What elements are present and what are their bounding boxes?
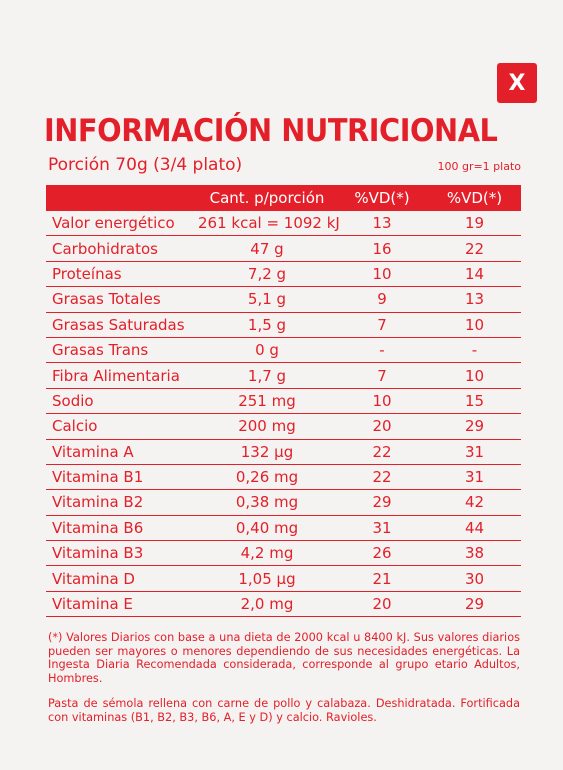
vd-portion: 10 (336, 388, 428, 415)
nutrient-name: Vitamina B1 (46, 464, 198, 491)
table-row: Vitamina B2 0,38 mg 29 42 (46, 489, 521, 516)
nutrient-name: Proteínas (46, 261, 198, 288)
amount-per-portion: 261 kcal = 1092 kJ (198, 211, 340, 237)
vd-portion: 22 (336, 439, 428, 465)
vd-portion: 20 (336, 591, 428, 618)
amount-per-portion: 0 g (198, 337, 336, 364)
vd-100g: 29 (428, 413, 521, 440)
nutrient-name: Vitamina B2 (46, 489, 198, 516)
nutrient-name: Vitamina B3 (46, 540, 198, 567)
vd-100g: 15 (428, 388, 521, 415)
vd-portion: 10 (336, 261, 428, 288)
portion-note: 100 gr=1 plato (437, 160, 521, 173)
product-description: Pasta de sémola rellena con carne de pol… (48, 697, 520, 724)
vd-100g: 13 (428, 286, 521, 313)
table-row: Grasas Saturadas 1,5 g 7 10 (46, 312, 521, 338)
vd-portion: 31 (336, 515, 428, 542)
vd-portion: 21 (336, 565, 428, 592)
table-row: Vitamina B3 4,2 mg 26 38 (46, 540, 521, 567)
amount-per-portion: 132 µg (198, 439, 336, 465)
nutrient-name: Grasas Trans (46, 337, 198, 364)
amount-per-portion: 7,2 g (198, 261, 336, 288)
nutrition-table: Cant. p/porción %VD(*) %VD(*) Valor ener… (46, 185, 521, 618)
vd-portion: 7 (336, 312, 428, 338)
table-row: Proteínas 7,2 g 10 14 (46, 261, 521, 288)
close-icon: X (508, 70, 526, 96)
nutrient-name: Carbohidratos (46, 235, 198, 262)
vd-100g: 44 (428, 515, 521, 542)
table-row: Sodio 251 mg 10 15 (46, 388, 521, 415)
vd-100g: 10 (428, 362, 521, 389)
table-header-row: Cant. p/porción %VD(*) %VD(*) (46, 185, 521, 211)
table-row: Valor energético 261 kcal = 1092 kJ 13 19 (46, 211, 521, 237)
amount-per-portion: 4,2 mg (198, 540, 336, 567)
header-nutrient (46, 185, 198, 211)
table-row: Fibra Alimentaria 1,7 g 7 10 (46, 362, 521, 389)
nutrient-name: Valor energético (46, 211, 198, 237)
header-amount: Cant. p/porción (198, 185, 336, 211)
table-row: Vitamina B6 0,40 mg 31 44 (46, 515, 521, 542)
nutrient-name: Vitamina A (46, 439, 198, 465)
nutrient-name: Calcio (46, 413, 198, 440)
nutrient-name: Sodio (46, 388, 198, 415)
table-row: Vitamina B1 0,26 mg 22 31 (46, 464, 521, 491)
vd-portion: 20 (336, 413, 428, 440)
table-row: Vitamina E 2,0 mg 20 29 (46, 591, 521, 618)
page-title: INFORMACIÓN NUTRICIONAL (44, 113, 498, 149)
table-row: Grasas Totales 5,1 g 9 13 (46, 286, 521, 313)
vd-100g: 38 (428, 540, 521, 567)
vd-100g: 42 (428, 489, 521, 516)
vd-portion: 9 (336, 286, 428, 313)
vd-portion: 22 (336, 464, 428, 491)
vd-100g: - (428, 337, 521, 364)
amount-per-portion: 200 mg (198, 413, 336, 440)
table-row: Calcio 200 mg 20 29 (46, 413, 521, 440)
amount-per-portion: 0,26 mg (198, 464, 336, 491)
nutrient-name: Grasas Saturadas (46, 312, 198, 338)
vd-portion: 13 (336, 211, 428, 237)
amount-per-portion: 2,0 mg (198, 591, 336, 618)
vd-100g: 31 (428, 439, 521, 465)
amount-per-portion: 1,5 g (198, 312, 336, 338)
vd-portion: 7 (336, 362, 428, 389)
amount-per-portion: 0,38 mg (198, 489, 336, 516)
nutrient-name: Grasas Totales (46, 286, 198, 313)
amount-per-portion: 251 mg (198, 388, 336, 415)
table-row: Vitamina D 1,05 µg 21 30 (46, 565, 521, 592)
nutrient-name: Vitamina E (46, 591, 198, 618)
footnote: (*) Valores Diarios con base a una dieta… (48, 631, 520, 685)
table-row: Vitamina A 132 µg 22 31 (46, 439, 521, 465)
amount-per-portion: 1,05 µg (198, 565, 336, 592)
close-button[interactable]: X (497, 63, 537, 103)
amount-per-portion: 1,7 g (198, 362, 336, 389)
amount-per-portion: 47 g (198, 235, 336, 262)
header-vd-100g: %VD(*) (428, 185, 521, 211)
vd-100g: 10 (428, 312, 521, 338)
portion-size: Porción 70g (3/4 plato) (48, 155, 243, 175)
vd-portion: 16 (336, 235, 428, 262)
vd-portion: 26 (336, 540, 428, 567)
table-row: Carbohidratos 47 g 16 22 (46, 235, 521, 262)
nutrient-name: Vitamina D (46, 565, 198, 592)
vd-portion: - (336, 337, 428, 364)
vd-100g: 31 (428, 464, 521, 491)
amount-per-portion: 0,40 mg (198, 515, 336, 542)
vd-100g: 29 (428, 591, 521, 618)
vd-100g: 19 (428, 211, 521, 237)
nutrient-name: Vitamina B6 (46, 515, 198, 542)
vd-100g: 30 (428, 565, 521, 592)
nutrient-name: Fibra Alimentaria (46, 362, 198, 389)
amount-per-portion: 5,1 g (198, 286, 336, 313)
vd-100g: 14 (428, 261, 521, 288)
vd-portion: 29 (336, 489, 428, 516)
header-vd-portion: %VD(*) (336, 185, 428, 211)
table-row: Grasas Trans 0 g-- (46, 337, 521, 364)
vd-100g: 22 (428, 235, 521, 262)
